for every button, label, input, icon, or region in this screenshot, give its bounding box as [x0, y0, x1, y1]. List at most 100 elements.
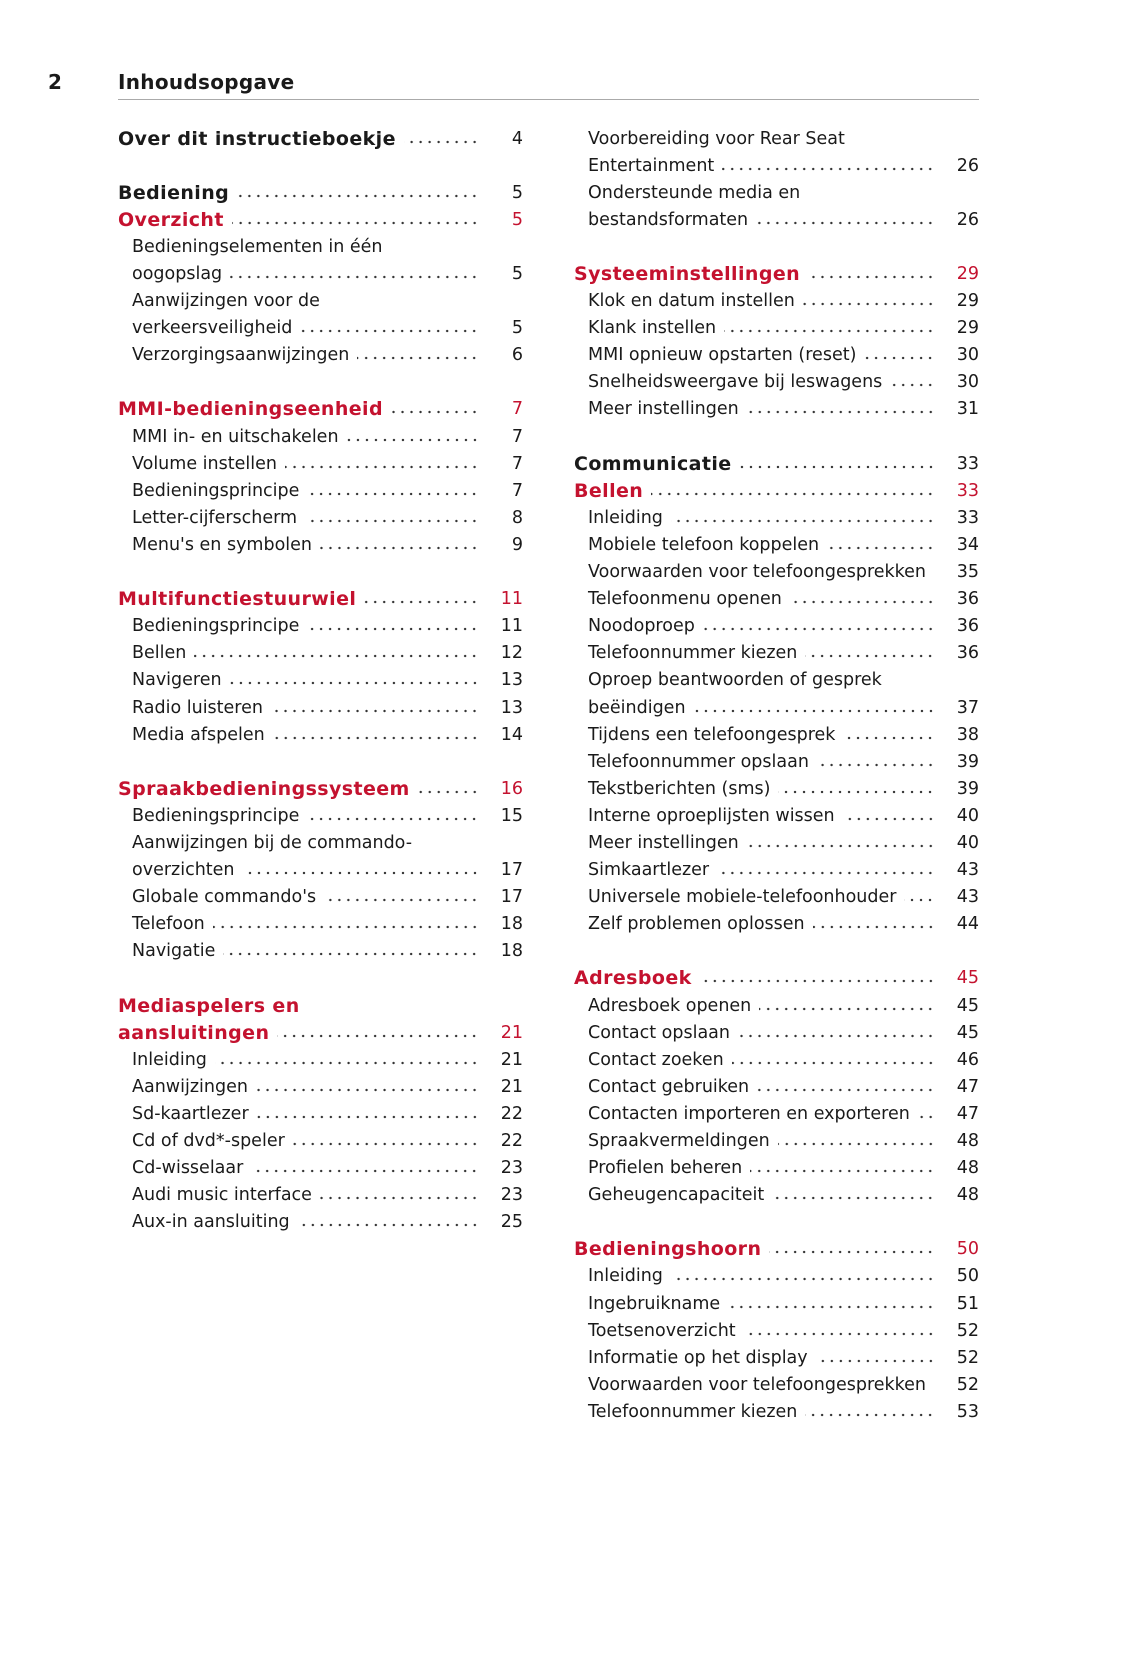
dot-leader	[743, 1330, 935, 1337]
toc-entry: bestandsformaten 26	[574, 206, 979, 233]
entry-text: MMI-bedieningseenheid	[118, 398, 383, 421]
dot-leader	[670, 517, 935, 524]
entry-page: 14	[500, 724, 523, 745]
toc-entry: Aux-in aansluiting 25	[118, 1209, 523, 1236]
entry-page: 13	[500, 697, 523, 718]
entry-page: 12	[500, 643, 523, 664]
dot-leader	[212, 924, 479, 931]
entry-text: Bedieningselementen in één	[132, 236, 383, 257]
entry-page: 34	[956, 534, 979, 555]
toc-entry: Inleiding 21	[118, 1046, 523, 1073]
toc-entry: Bedieningselementen in één	[118, 233, 523, 260]
entry-text: bestandsformaten	[588, 209, 749, 230]
group-gap	[574, 938, 979, 965]
toc-entry: Bedieningsprincipe 7	[118, 477, 523, 504]
toc-column: Over dit instructieboekje 4 Bediening 5 Over…	[118, 125, 523, 1236]
toc-entry: Voorwaarden voor telefoongesprekken 35	[574, 559, 979, 586]
toc-entry: Telefoonnummer opslaan 39	[574, 748, 979, 775]
entry-text: Inleiding	[132, 1049, 207, 1070]
entry-page: 29	[956, 318, 979, 339]
dot-leader	[229, 680, 479, 687]
entry-text: Bellen	[574, 479, 644, 502]
entry-page: 45	[956, 968, 979, 989]
entry-page: 6	[511, 345, 523, 366]
entry-page: 21	[500, 1049, 523, 1070]
toc-entry: Inleiding 50	[574, 1263, 979, 1290]
toc-entry: Tijdens een telefoongesprek 38	[574, 721, 979, 748]
entry-text: Sd-kaartlezer	[132, 1103, 249, 1124]
dot-leader	[284, 463, 479, 470]
toc-entry: Aanwijzingen voor de	[118, 288, 523, 315]
toc-entry: Voorwaarden voor telefoongesprekken 52	[574, 1371, 979, 1398]
entry-page: 29	[956, 291, 979, 312]
toc-entry: MMI-bedieningseenheid 7	[118, 396, 523, 423]
toc-entry: Navigeren 13	[118, 667, 523, 694]
entry-text: MMI in- en uitschakelen	[132, 426, 339, 447]
entry-page: 23	[500, 1185, 523, 1206]
toc-entry: Audi music interface 23	[118, 1182, 523, 1209]
dot-leader	[297, 1222, 479, 1229]
toc-entry: Contact zoeken 46	[574, 1046, 979, 1073]
entry-text: Radio luisteren	[132, 697, 263, 718]
toc-entry: Sd-kaartlezer 22	[118, 1100, 523, 1127]
entry-page: 11	[500, 616, 523, 637]
dot-leader	[769, 1249, 935, 1256]
entry-text: Navigatie	[132, 941, 216, 962]
entry-page: 7	[511, 426, 523, 447]
entry-text: Mediaspelers en	[118, 994, 300, 1017]
toc-entry: verkeersveiligheid 5	[118, 315, 523, 342]
entry-page: 45	[956, 995, 979, 1016]
toc-entry: overzichten 17	[118, 857, 523, 884]
entry-page: 25	[500, 1212, 523, 1233]
entry-page: 52	[956, 1374, 979, 1395]
entry-page: 30	[956, 345, 979, 366]
entry-page: 47	[956, 1076, 979, 1097]
entry-page: 17	[500, 860, 523, 881]
toc-entry: Menu's en symbolen 9	[118, 531, 523, 558]
entry-text: Audi music interface	[132, 1185, 312, 1206]
entry-page: 15	[500, 805, 523, 826]
toc-entry: Interne oproeplijsten wissen 40	[574, 802, 979, 829]
entry-text: Oproep beantwoorden of gesprek	[588, 670, 882, 691]
toc-entry: MMI in- en uitschakelen 7	[118, 423, 523, 450]
entry-page: 22	[500, 1103, 523, 1124]
entry-page: 30	[956, 372, 979, 393]
toc-entry: Cd-wisselaar 23	[118, 1155, 523, 1182]
entry-text: Ingebruikname	[588, 1293, 721, 1314]
dot-leader	[307, 490, 479, 497]
toc-entry: Volume instellen 7	[118, 450, 523, 477]
entry-page: 51	[956, 1293, 979, 1314]
entry-page: 39	[956, 778, 979, 799]
entry-text: Entertainment	[588, 155, 715, 176]
entry-text: Tijdens een telefoongesprek	[588, 724, 836, 745]
dot-leader	[702, 626, 935, 633]
entry-text: verkeersveiligheid	[132, 318, 293, 339]
dot-leader	[842, 815, 935, 822]
toc-entry: Bellen 33	[574, 477, 979, 504]
entry-text: Globale commando's	[132, 887, 317, 908]
entry-text: Telefoonnummer kiezen	[588, 1401, 798, 1422]
dot-leader	[717, 870, 935, 877]
entry-text: Verzorgingsaanwijzingen	[132, 345, 350, 366]
entry-text: Contact gebruiken	[588, 1076, 750, 1097]
group-gap	[118, 152, 523, 179]
dot-leader	[417, 788, 479, 795]
entry-text: beëindigen	[588, 697, 686, 718]
entry-page: 38	[956, 724, 979, 745]
entry-page: 45	[956, 1022, 979, 1043]
toc-entry: Over dit instructieboekje 4	[118, 125, 523, 152]
entry-page: 4	[511, 128, 523, 149]
entry-page: 18	[500, 914, 523, 935]
toc-entry: Systeeminstellingen 29	[574, 260, 979, 287]
toc-entry: Adresboek openen 45	[574, 992, 979, 1019]
entry-text: Media afspelen	[132, 724, 265, 745]
dot-leader	[890, 382, 935, 389]
toc-entry: aansluitingen 21	[118, 1019, 523, 1046]
entry-text: Telefoonnummer kiezen	[588, 643, 798, 664]
toc-entry: Spraakvermeldingen 48	[574, 1127, 979, 1154]
dot-leader	[759, 1005, 935, 1012]
toc-entry: Mediaspelers en	[118, 992, 523, 1019]
toc-entry: Noodoproep 36	[574, 613, 979, 640]
entry-page: 23	[500, 1158, 523, 1179]
entry-page: 5	[511, 182, 523, 203]
